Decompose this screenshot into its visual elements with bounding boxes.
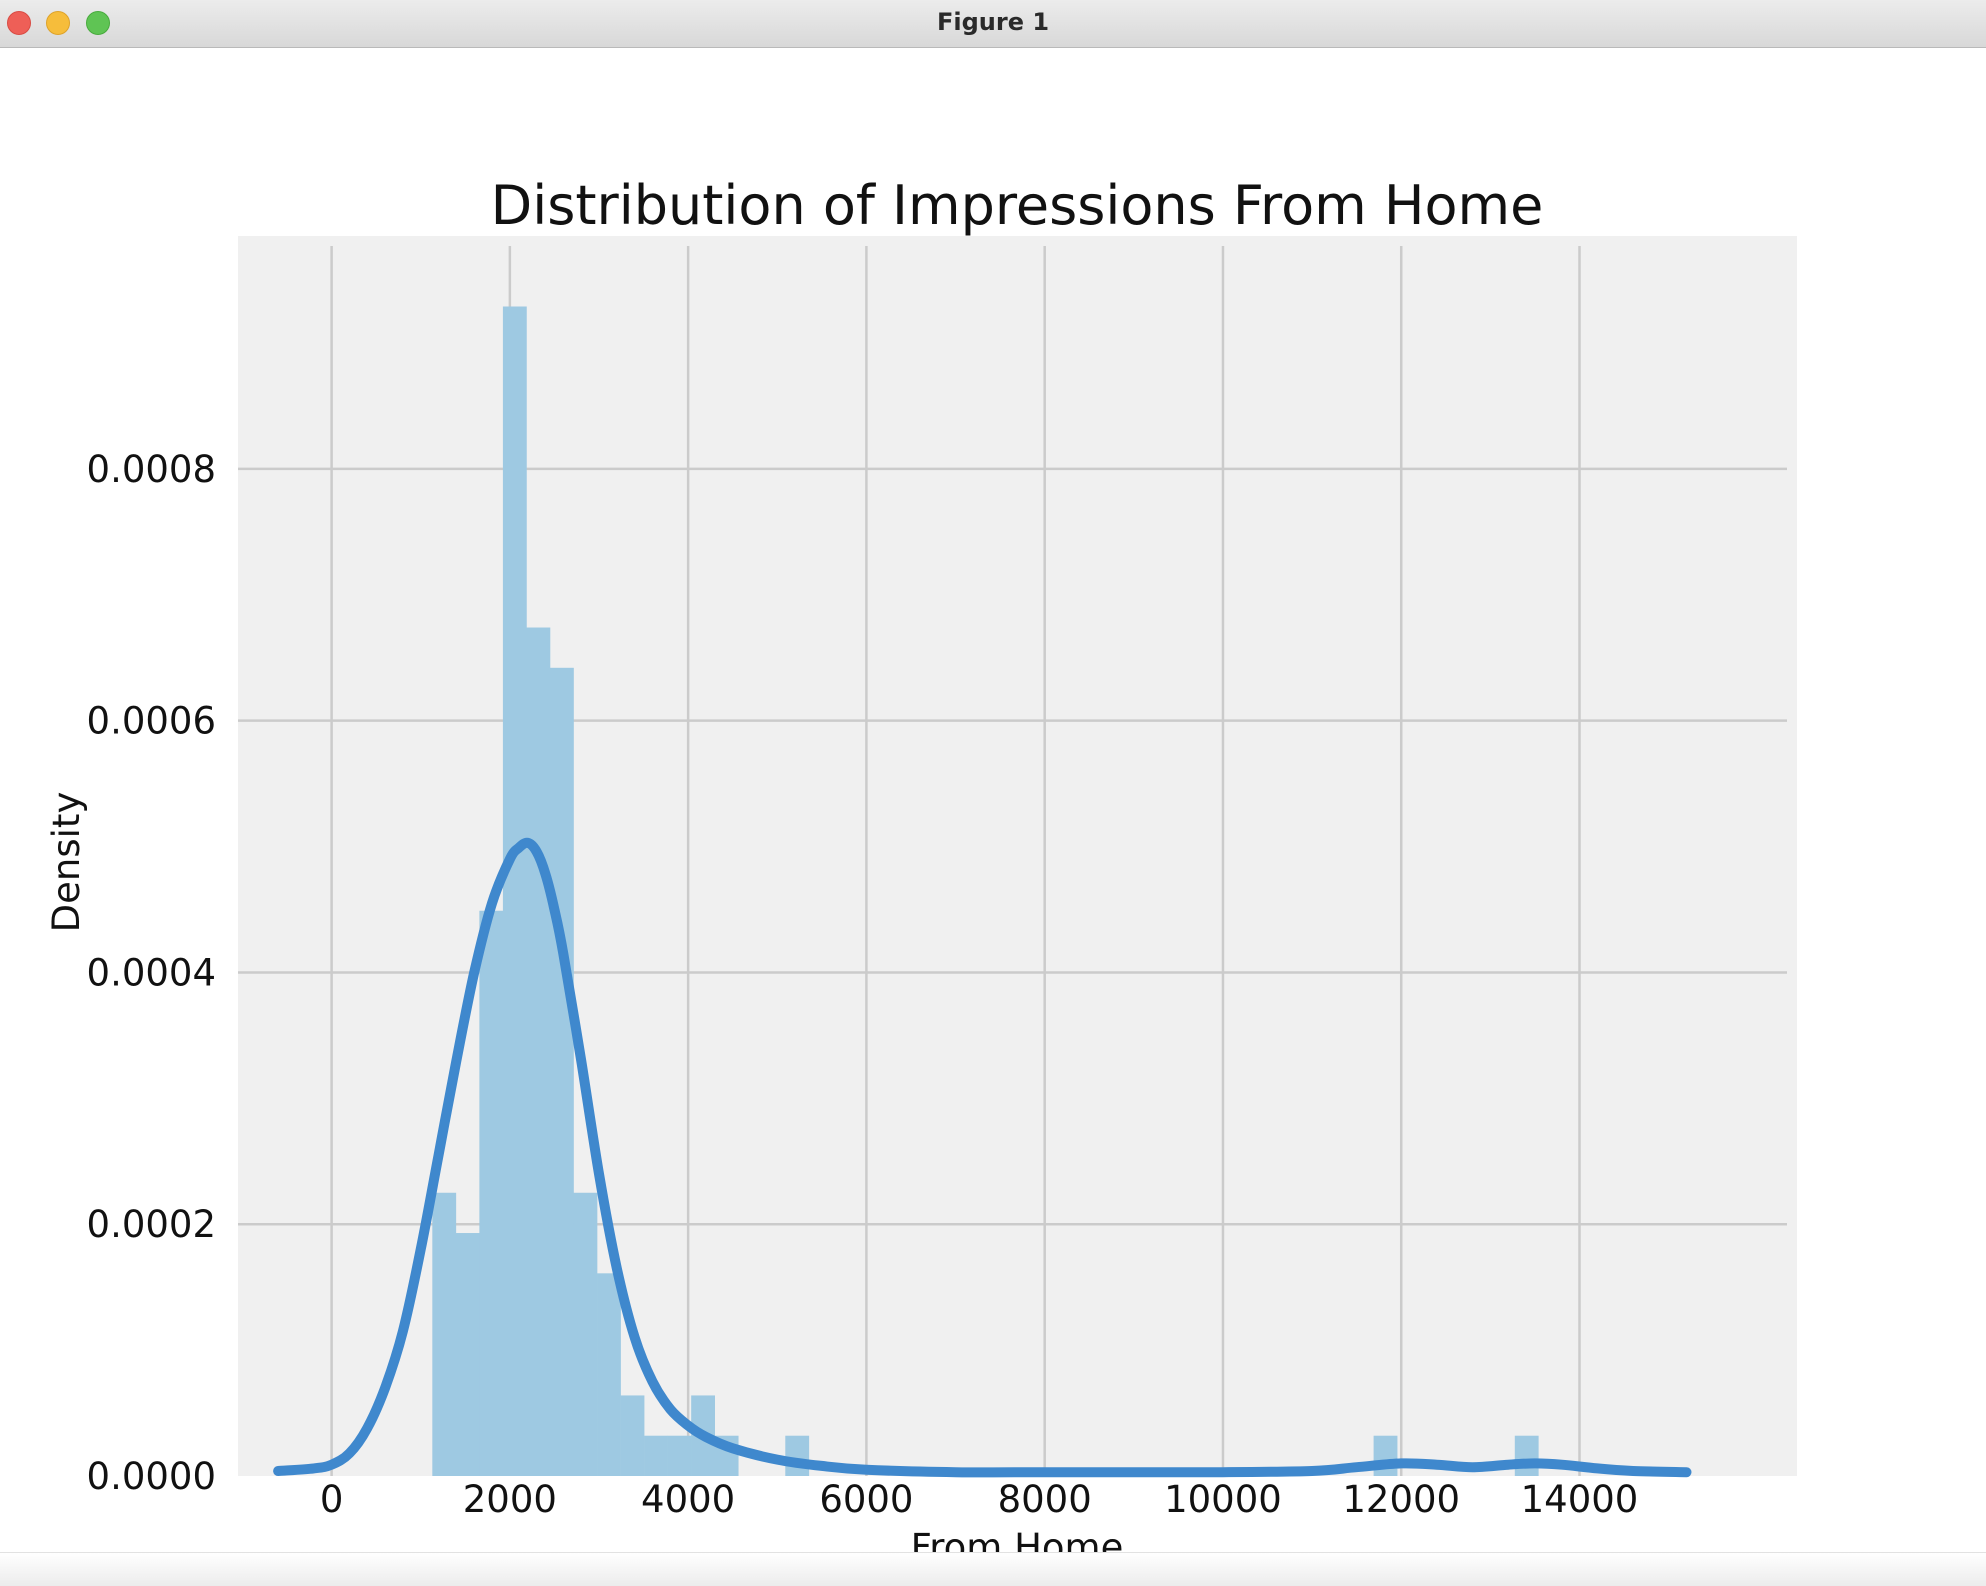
- histogram-bar: [479, 910, 504, 1476]
- x-tick-label: 14000: [1521, 1478, 1639, 1521]
- figure-canvas: Distribution of Impressions From Home 0 2…: [45, 174, 1797, 1552]
- y-axis-label: Density: [45, 792, 88, 933]
- x-tick-label: 2000: [463, 1478, 557, 1521]
- histogram-bar: [597, 1273, 621, 1476]
- maximize-window-button[interactable]: [86, 11, 110, 35]
- histogram-bar: [502, 306, 527, 1477]
- y-tick-label: 0.0002: [87, 1203, 216, 1246]
- x-axis-tick-labels: 0 2000 4000 6000 8000 10000 12000 14000: [320, 1478, 1639, 1521]
- histogram-bar: [432, 1192, 457, 1476]
- x-axis-label: From Home: [911, 1526, 1124, 1552]
- histogram-bar: [573, 1192, 598, 1476]
- window-bottom-edge: [0, 1552, 1986, 1586]
- histogram-bar: [644, 1435, 668, 1476]
- x-tick-label: 6000: [819, 1478, 913, 1521]
- y-tick-label: 0.0000: [87, 1455, 216, 1498]
- y-tick-label: 0.0008: [87, 448, 216, 491]
- window-titlebar: Figure 1: [0, 0, 1986, 48]
- kde-curve: [273, 837, 1692, 1478]
- chart-title: Distribution of Impressions From Home: [491, 174, 1544, 237]
- y-axis-tick-labels: 0.0000 0.0002 0.0004 0.0006 0.0008: [87, 448, 216, 1498]
- y-tick-label: 0.0004: [87, 951, 216, 994]
- x-tick-label: 0: [320, 1478, 344, 1521]
- x-tick-label: 10000: [1164, 1478, 1282, 1521]
- histogram-bar: [549, 667, 574, 1476]
- x-tick-label: 8000: [998, 1478, 1092, 1521]
- histogram-bar: [667, 1435, 692, 1476]
- histogram-bars: [432, 306, 1539, 1477]
- histogram-bar: [526, 627, 551, 1476]
- histogram-bar: [455, 1233, 480, 1476]
- histogram-bar: [620, 1395, 645, 1476]
- close-window-button[interactable]: [7, 11, 31, 35]
- x-tick-label: 4000: [641, 1478, 735, 1521]
- histogram-bar: [1514, 1435, 1539, 1476]
- minimize-window-button[interactable]: [46, 11, 70, 35]
- window-title: Figure 1: [936, 8, 1050, 36]
- y-tick-label: 0.0006: [87, 700, 216, 743]
- histogram-bar: [785, 1435, 810, 1476]
- x-tick-label: 12000: [1342, 1478, 1460, 1521]
